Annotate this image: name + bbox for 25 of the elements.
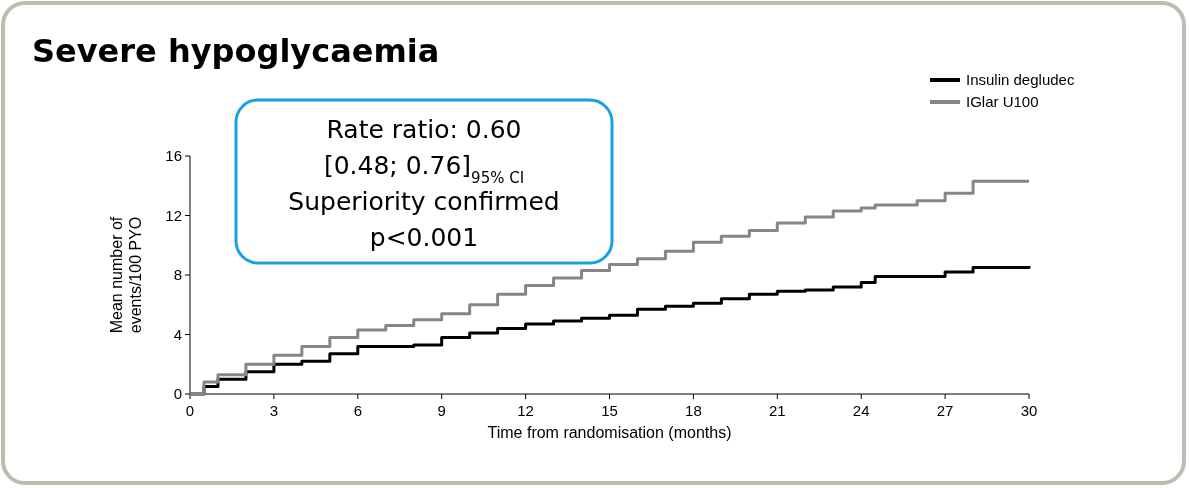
- annotation: Superiority confirmed: [288, 187, 560, 216]
- annotation: [0.48; 0.76]$_{95% CI}$: [323, 151, 525, 187]
- y-tick-label: 8: [173, 266, 182, 283]
- legend-label: Insulin degludec: [966, 71, 1075, 88]
- x-tick-label: 0: [185, 402, 195, 419]
- y-tick-label: 4: [173, 325, 182, 343]
- chart-title: Severe hypoglycaemia: [32, 32, 440, 70]
- x-tick-label: 6: [353, 402, 362, 419]
- y-tick-label: 12: [165, 206, 182, 224]
- x-axis-title: Time from randomisation (months): [487, 424, 732, 441]
- x-tick-label: 27: [936, 402, 954, 419]
- x-tick-label: 18: [685, 402, 702, 419]
- x-tick-label: 30: [1020, 402, 1038, 419]
- text: Rate ratio: 0.60: [326, 115, 522, 144]
- x-tick-label: 3: [269, 402, 279, 419]
- y-tick-label: 0: [173, 385, 182, 402]
- x-tick-label: 12: [517, 402, 534, 419]
- x-tick-label: 15: [601, 402, 618, 419]
- x-tick-label: 21: [768, 402, 786, 419]
- x-tick-label: 9: [437, 402, 446, 419]
- y-axis-title: Mean number of events/100 PYO: [108, 216, 144, 334]
- annotation: p<0.001: [369, 223, 479, 252]
- x-tick-label: 24: [852, 402, 870, 419]
- legend-label: IGlar U100: [966, 93, 1039, 110]
- y-tick-label: 16: [165, 147, 182, 164]
